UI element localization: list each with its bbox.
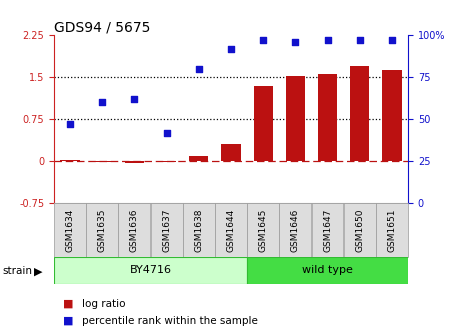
- Bar: [311, 203, 343, 257]
- Bar: [350, 66, 370, 161]
- Text: GSM1634: GSM1634: [66, 208, 75, 252]
- Text: GSM1638: GSM1638: [194, 208, 203, 252]
- Bar: [61, 160, 80, 161]
- Bar: [54, 203, 86, 257]
- Bar: [221, 144, 241, 161]
- Text: strain: strain: [2, 266, 32, 276]
- Bar: [151, 203, 182, 257]
- Bar: [280, 203, 311, 257]
- Bar: [125, 161, 144, 163]
- Bar: [183, 203, 215, 257]
- Text: GSM1647: GSM1647: [323, 208, 332, 252]
- Text: GSM1650: GSM1650: [355, 208, 364, 252]
- Bar: [92, 161, 112, 162]
- Bar: [286, 76, 305, 161]
- Point: [388, 38, 396, 43]
- Bar: [54, 257, 247, 284]
- Bar: [382, 70, 401, 161]
- Bar: [215, 203, 247, 257]
- Bar: [86, 203, 118, 257]
- Text: wild type: wild type: [302, 265, 353, 276]
- Bar: [318, 75, 337, 161]
- Text: ▶: ▶: [34, 266, 42, 276]
- Point: [356, 38, 363, 43]
- Text: ■: ■: [63, 316, 74, 326]
- Text: percentile rank within the sample: percentile rank within the sample: [82, 316, 258, 326]
- Text: GSM1637: GSM1637: [162, 208, 171, 252]
- Bar: [119, 203, 151, 257]
- Point: [163, 130, 170, 135]
- Bar: [247, 203, 279, 257]
- Text: GSM1644: GSM1644: [227, 209, 235, 252]
- Bar: [247, 257, 408, 284]
- Point: [324, 38, 331, 43]
- Point: [227, 46, 234, 51]
- Text: log ratio: log ratio: [82, 299, 126, 309]
- Text: GSM1635: GSM1635: [98, 208, 107, 252]
- Bar: [157, 161, 176, 162]
- Text: GSM1645: GSM1645: [259, 208, 268, 252]
- Text: GSM1651: GSM1651: [387, 208, 396, 252]
- Point: [195, 66, 203, 72]
- Text: GSM1646: GSM1646: [291, 208, 300, 252]
- Point: [259, 38, 267, 43]
- Bar: [376, 203, 408, 257]
- Bar: [189, 156, 208, 161]
- Bar: [254, 86, 273, 161]
- Text: GSM1636: GSM1636: [130, 208, 139, 252]
- Text: ■: ■: [63, 299, 74, 309]
- Point: [66, 122, 74, 127]
- Text: BY4716: BY4716: [129, 265, 172, 276]
- Text: GDS94 / 5675: GDS94 / 5675: [54, 20, 150, 34]
- Bar: [344, 203, 376, 257]
- Point: [131, 96, 138, 102]
- Point: [292, 39, 299, 45]
- Point: [98, 100, 106, 105]
